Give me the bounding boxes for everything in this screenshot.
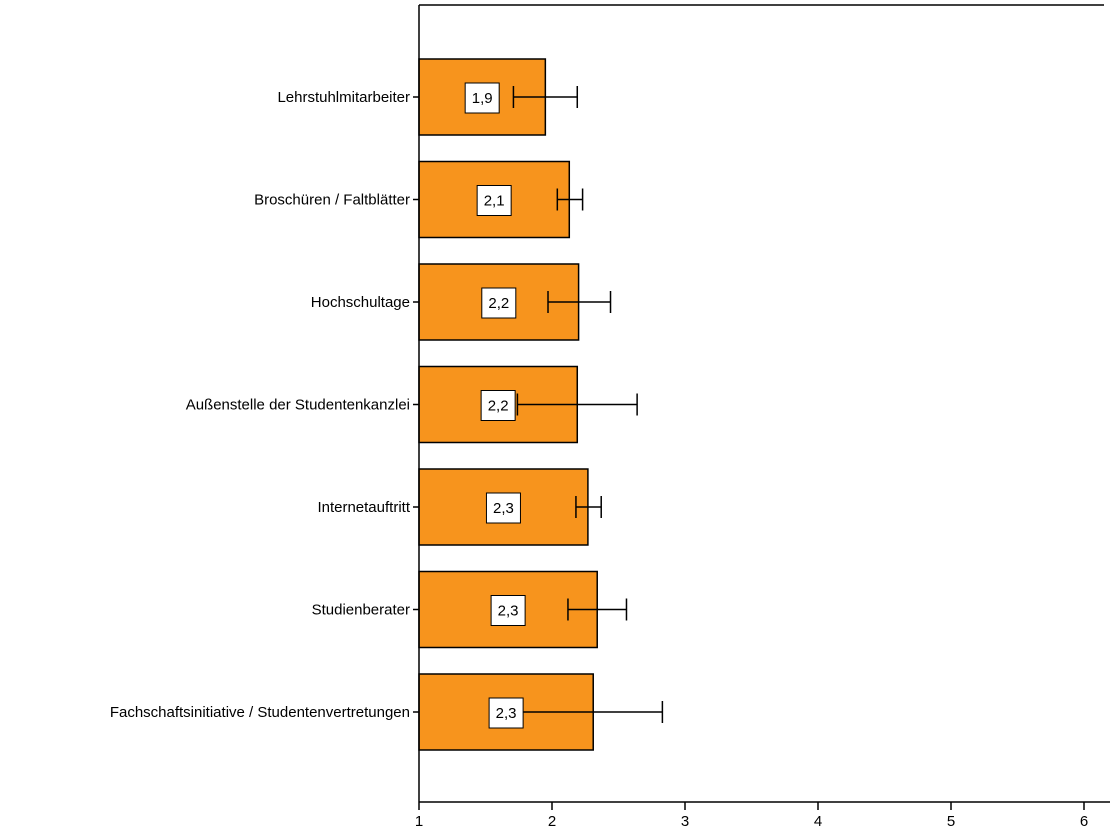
category-label: Fachschaftsinitiative / Studentenvertret…: [110, 704, 410, 721]
x-tick-labels-group: 1 2 3 4 5 6: [415, 813, 1088, 830]
x-tick-label: 4: [814, 813, 822, 830]
category-label: Studienberater: [312, 602, 410, 619]
value-label-box: [488, 697, 524, 729]
x-tick-label: 5: [947, 813, 955, 830]
category-label: Hochschultage: [311, 294, 410, 311]
x-tick-label: 2: [548, 813, 556, 830]
value-label: 2,3: [496, 705, 517, 722]
value-label-box: [464, 82, 500, 114]
x-tick-label: 6: [1080, 813, 1088, 830]
value-label-box: [490, 595, 526, 626]
value-label-box: [480, 390, 516, 421]
category-label: Lehrstuhlmitarbeiter: [277, 89, 410, 106]
value-label-box: [485, 492, 521, 524]
value-label: 1,9: [472, 90, 493, 107]
value-label: 2,2: [488, 398, 509, 415]
category-label: Internetauftritt: [317, 499, 410, 516]
value-label-box: [481, 287, 517, 319]
category-labels-group: Lehrstuhlmitarbeiter Broschüren / Faltblä…: [110, 89, 411, 721]
value-label: 2,3: [498, 603, 519, 620]
error-bars-group: [512, 86, 664, 723]
x-tick-label: 3: [681, 813, 689, 830]
category-label: Außenstelle der Studentenkanzlei: [186, 397, 410, 414]
value-label: 2,3: [493, 500, 514, 517]
value-label: 2,1: [484, 193, 505, 210]
value-label: 2,2: [488, 295, 509, 312]
value-labels-group: 1,9 2,1 2,2 2,2 2,3 2,3 2,3: [464, 82, 526, 729]
axes-group: [413, 4, 1110, 810]
category-label: Broschüren / Faltblätter: [254, 192, 410, 209]
x-tick-label: 1: [415, 813, 423, 830]
value-label-box: [476, 185, 512, 216]
